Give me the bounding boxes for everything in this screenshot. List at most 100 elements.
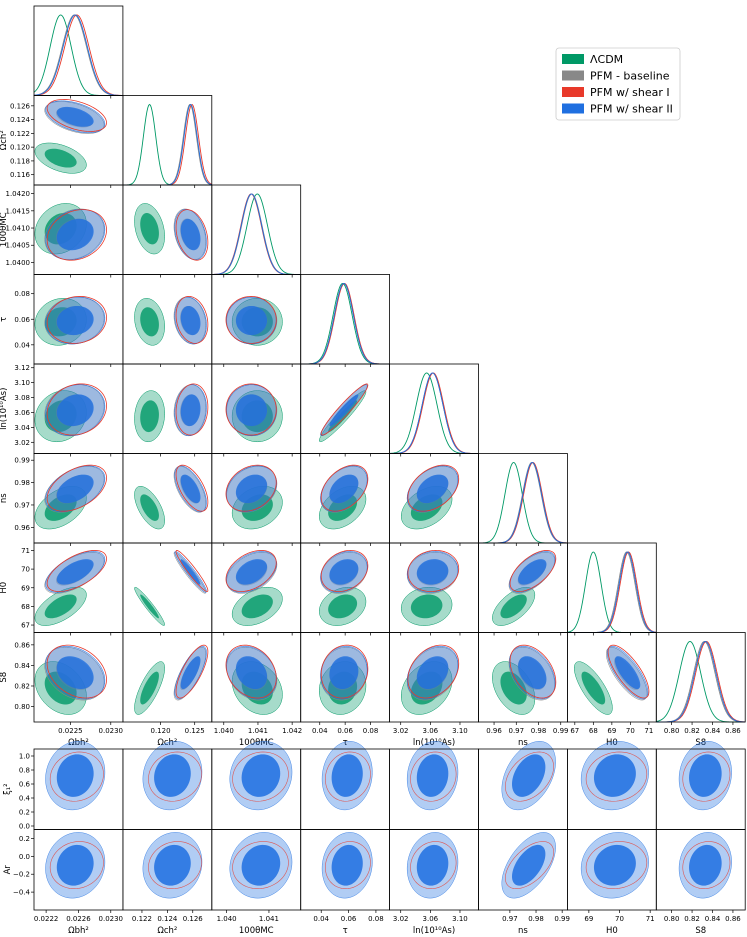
- contour-1sigma: [689, 844, 722, 886]
- y-axis-label: H0: [0, 582, 9, 594]
- contour-1sigma: [331, 844, 363, 886]
- marginal-curve: [211, 193, 301, 275]
- y-tick-label: 1.0410: [6, 225, 31, 233]
- x-tick-label: 3.10: [452, 915, 468, 923]
- contour-outline: [46, 644, 107, 699]
- contour-outline: [325, 841, 371, 890]
- contour-outline: [320, 464, 369, 512]
- contour-1sigma: [56, 559, 94, 585]
- y-tick-label: 1.0400: [6, 259, 31, 267]
- contour-1sigma: [140, 671, 159, 705]
- y-tick-label: 0.124: [10, 116, 31, 124]
- x-axis-label: τ: [343, 738, 348, 748]
- y-tick-label: 3.06: [14, 409, 30, 417]
- contour-outline: [46, 295, 107, 344]
- contour-outline: [410, 751, 457, 802]
- y-tick-label: 0.6: [19, 781, 31, 789]
- contour-outline: [509, 550, 557, 592]
- contour-1sigma: [329, 394, 359, 427]
- marginal-curve: [300, 283, 390, 365]
- x-tick-label: 0.0222: [34, 915, 59, 923]
- x-tick-label: 3.10: [452, 727, 468, 735]
- contour-outline: [232, 841, 289, 890]
- contour-1sigma: [235, 394, 268, 427]
- x-tick-label: 3.02: [393, 915, 409, 923]
- contour-1sigma: [416, 474, 449, 504]
- y-tick-label: 0.120: [10, 144, 30, 152]
- legend-box: [555, 47, 681, 121]
- marginal-curve: [656, 640, 746, 723]
- contour-1sigma: [56, 394, 94, 427]
- y-tick-label: 68: [21, 603, 30, 611]
- x-tick-label: 3.06: [423, 915, 439, 923]
- x-tick-label: 0.06: [337, 727, 353, 735]
- marginal-curve: [478, 462, 568, 544]
- contour-outline: [407, 550, 460, 592]
- contour-outline: [225, 295, 277, 344]
- contour-1sigma: [180, 559, 201, 585]
- y-tick-label: 67: [21, 622, 30, 630]
- y-tick-label: 3.10: [14, 379, 30, 387]
- contour-outline: [46, 464, 107, 512]
- x-tick-label: 0.99: [554, 915, 570, 923]
- marginal-curve: [300, 282, 390, 365]
- y-tick-label: 0.2: [19, 835, 30, 843]
- marginal-curve: [656, 640, 746, 723]
- y-tick-label: 1.0: [19, 753, 30, 761]
- panels-layer: 0.1160.1180.1200.1220.1240.126Ωch²1.0400…: [0, 5, 746, 936]
- marginal-curve: [389, 372, 479, 454]
- contour-outline: [585, 751, 648, 802]
- contour-1sigma: [581, 671, 606, 705]
- contour-outline: [46, 550, 107, 592]
- contour-1sigma: [331, 754, 363, 797]
- x-tick-label: 0.120: [150, 727, 170, 735]
- x-tick-label: 3.02: [393, 727, 409, 735]
- x-tick-label: 1.041: [248, 727, 268, 735]
- x-tick-label: 0.98: [531, 727, 547, 735]
- x-tick-label: 0.84: [705, 727, 721, 735]
- contour-outline: [49, 841, 104, 890]
- contour-outline: [325, 751, 371, 802]
- y-axis-label: 100θMC: [0, 212, 9, 247]
- contour-1sigma: [56, 474, 94, 504]
- y-tick-label: 69: [21, 584, 30, 592]
- x-tick-label: 0.98: [528, 915, 544, 923]
- legend-swatch: [562, 103, 584, 114]
- contour-1sigma: [512, 844, 546, 886]
- y-tick-label: 0.0: [19, 823, 30, 831]
- x-tick-label: 0.0230: [99, 727, 124, 735]
- panel-theta-theta: [211, 184, 302, 275]
- contour-outline: [148, 841, 202, 890]
- contour-1sigma: [56, 106, 94, 127]
- contour-outline: [505, 841, 554, 890]
- x-tick-label: 0.08: [363, 727, 379, 735]
- marginal-curve: [211, 193, 301, 275]
- x-tick-label: 0.0230: [99, 915, 124, 923]
- y-tick-label: 0.06: [14, 316, 30, 324]
- x-axis-label: Ωch²: [157, 738, 177, 748]
- legend-label: ΛCDM: [590, 53, 623, 66]
- contour-outline: [148, 751, 202, 802]
- y-axis-label: Ωch²: [0, 130, 9, 150]
- marginal-curve: [211, 193, 301, 275]
- x-tick-label: 0.0226: [66, 915, 91, 923]
- marginal-curve: [33, 14, 123, 96]
- y-tick-label: 0.96: [14, 524, 30, 532]
- contour-1sigma: [593, 844, 636, 886]
- legend: ΛCDM PFM - baseline PFM w/ shear I PFM w/ s…: [555, 47, 681, 121]
- marginal-curve: [300, 283, 390, 365]
- x-tick-label: 0.82: [684, 915, 700, 923]
- contour-outline: [175, 644, 209, 699]
- y-axis-label: τ: [0, 317, 9, 322]
- contour-1sigma: [140, 400, 159, 433]
- x-tick-label: 0.04: [312, 727, 328, 735]
- contour-outline: [175, 295, 209, 344]
- y-axis-label: ln(10¹⁰As): [0, 388, 9, 430]
- x-axis-label: ns: [518, 926, 528, 936]
- x-tick-label: 0.08: [368, 915, 384, 923]
- contour-1sigma: [500, 594, 527, 619]
- x-tick-label: 69: [584, 915, 593, 923]
- contour-1sigma: [140, 594, 159, 619]
- x-tick-label: 0.96: [486, 727, 502, 735]
- marginal-curve: [389, 372, 479, 454]
